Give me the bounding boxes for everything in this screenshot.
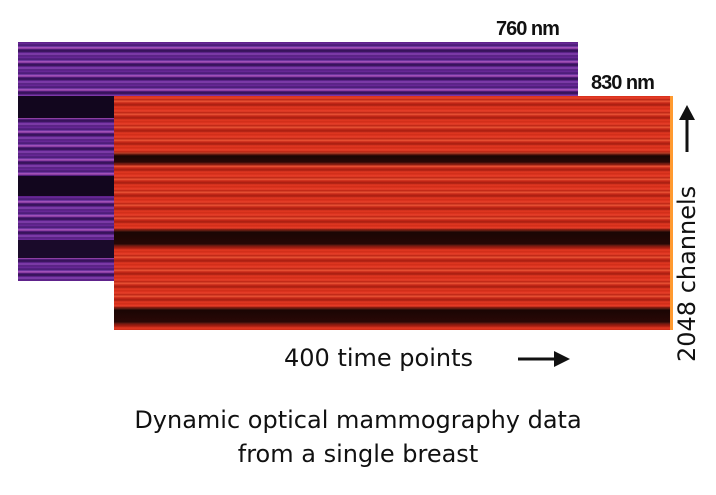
right-arrow-icon [518,351,570,367]
up-arrow-icon [679,105,695,152]
y-axis-label: 2048 channels [673,185,701,362]
heatmap-760nm-dark-band [18,176,114,196]
heatmap-760nm-dark-band [18,96,114,118]
label-830nm: 830 nm [591,72,655,94]
heatmap-830nm-edge [670,96,673,330]
label-760nm: 760 nm [496,18,560,40]
caption-line-1: Dynamic optical mammography data [134,406,582,434]
heatmap-830nm [114,96,670,330]
heatmap-760nm-dark-band [18,240,114,258]
x-axis-label: 400 time points [284,344,473,372]
caption-line-2: from a single breast [237,440,479,468]
